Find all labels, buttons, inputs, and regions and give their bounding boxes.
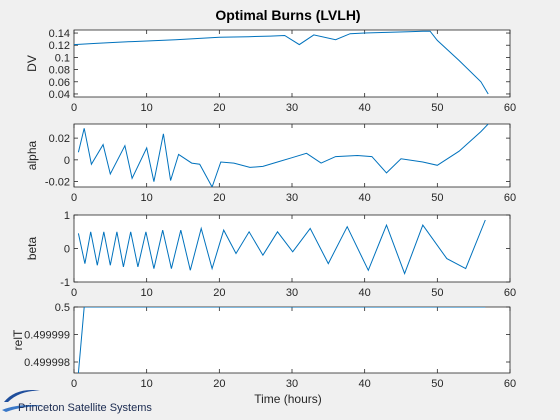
x-tick-label: 60 <box>504 287 516 299</box>
y-tick-label: 0 <box>64 155 70 167</box>
x-tick-label: 0 <box>71 102 77 114</box>
logo-swoosh-lower-icon <box>2 405 44 412</box>
x-tick-label: 10 <box>141 102 153 114</box>
x-tick-label: 50 <box>431 378 443 390</box>
y-tick-label: 0.499998 <box>24 357 70 369</box>
y-tick-label: -1 <box>60 277 70 289</box>
x-tick-label: 30 <box>286 102 298 114</box>
y-axis-label: DV <box>25 55 39 72</box>
x-tick-label: 50 <box>431 192 443 204</box>
x-tick-label: 0 <box>71 192 77 204</box>
company-name: Princeton Satellite Systems <box>18 402 152 414</box>
y-tick-label: 0.499999 <box>24 330 70 342</box>
x-tick-label: 40 <box>359 102 371 114</box>
x-tick-label: 20 <box>213 192 225 204</box>
series-line-1 <box>74 30 489 95</box>
y-tick-label: 0.5 <box>55 302 70 314</box>
y-tick-label: 0.02 <box>49 133 70 145</box>
x-tick-label: 30 <box>286 287 298 299</box>
y-axis-label: alpha <box>25 141 39 171</box>
chart-title: Optimal Burns (LVLH) <box>215 7 360 23</box>
company-logo: Princeton Satellite Systems <box>2 390 152 414</box>
series-line-3 <box>77 219 486 276</box>
y-axis-label: beta <box>25 236 39 260</box>
x-tick-label: 20 <box>213 102 225 114</box>
logo-swoosh-icon <box>4 390 40 402</box>
y-axis-label: relT <box>11 329 25 350</box>
x-tick-label: 0 <box>71 287 77 299</box>
y-tick-label: 0.1 <box>55 52 70 64</box>
x-tick-label: 20 <box>213 287 225 299</box>
y-tick-label: 0.06 <box>49 77 70 89</box>
x-tick-label: 10 <box>141 192 153 204</box>
y-tick-label: 0.12 <box>49 40 70 52</box>
x-tick-label: 10 <box>141 378 153 390</box>
y-tick-label: 0 <box>64 244 70 256</box>
x-tick-label: 40 <box>359 378 371 390</box>
x-tick-label: 60 <box>504 378 516 390</box>
y-tick-label: 0.04 <box>49 89 70 101</box>
y-tick-label: 0.08 <box>49 65 70 77</box>
x-tick-label: 30 <box>286 192 298 204</box>
x-axis-label: Time (hours) <box>254 392 322 406</box>
x-tick-label: 0 <box>71 378 77 390</box>
x-tick-label: 60 <box>504 192 516 204</box>
series-line-2 <box>77 124 489 187</box>
y-tick-label: 1 <box>64 210 70 222</box>
x-tick-label: 30 <box>286 378 298 390</box>
y-tick-label: -0.02 <box>45 177 70 189</box>
x-tick-label: 40 <box>359 287 371 299</box>
plot-area-3 <box>73 214 511 283</box>
x-tick-label: 50 <box>431 287 443 299</box>
plot-area-4 <box>73 306 511 374</box>
plot-area-2 <box>73 123 511 188</box>
x-tick-label: 10 <box>141 287 153 299</box>
x-tick-label: 60 <box>504 102 516 114</box>
y-tick-label: 0.14 <box>49 28 70 40</box>
x-tick-label: 40 <box>359 192 371 204</box>
x-tick-label: 50 <box>431 102 443 114</box>
x-tick-label: 20 <box>213 378 225 390</box>
